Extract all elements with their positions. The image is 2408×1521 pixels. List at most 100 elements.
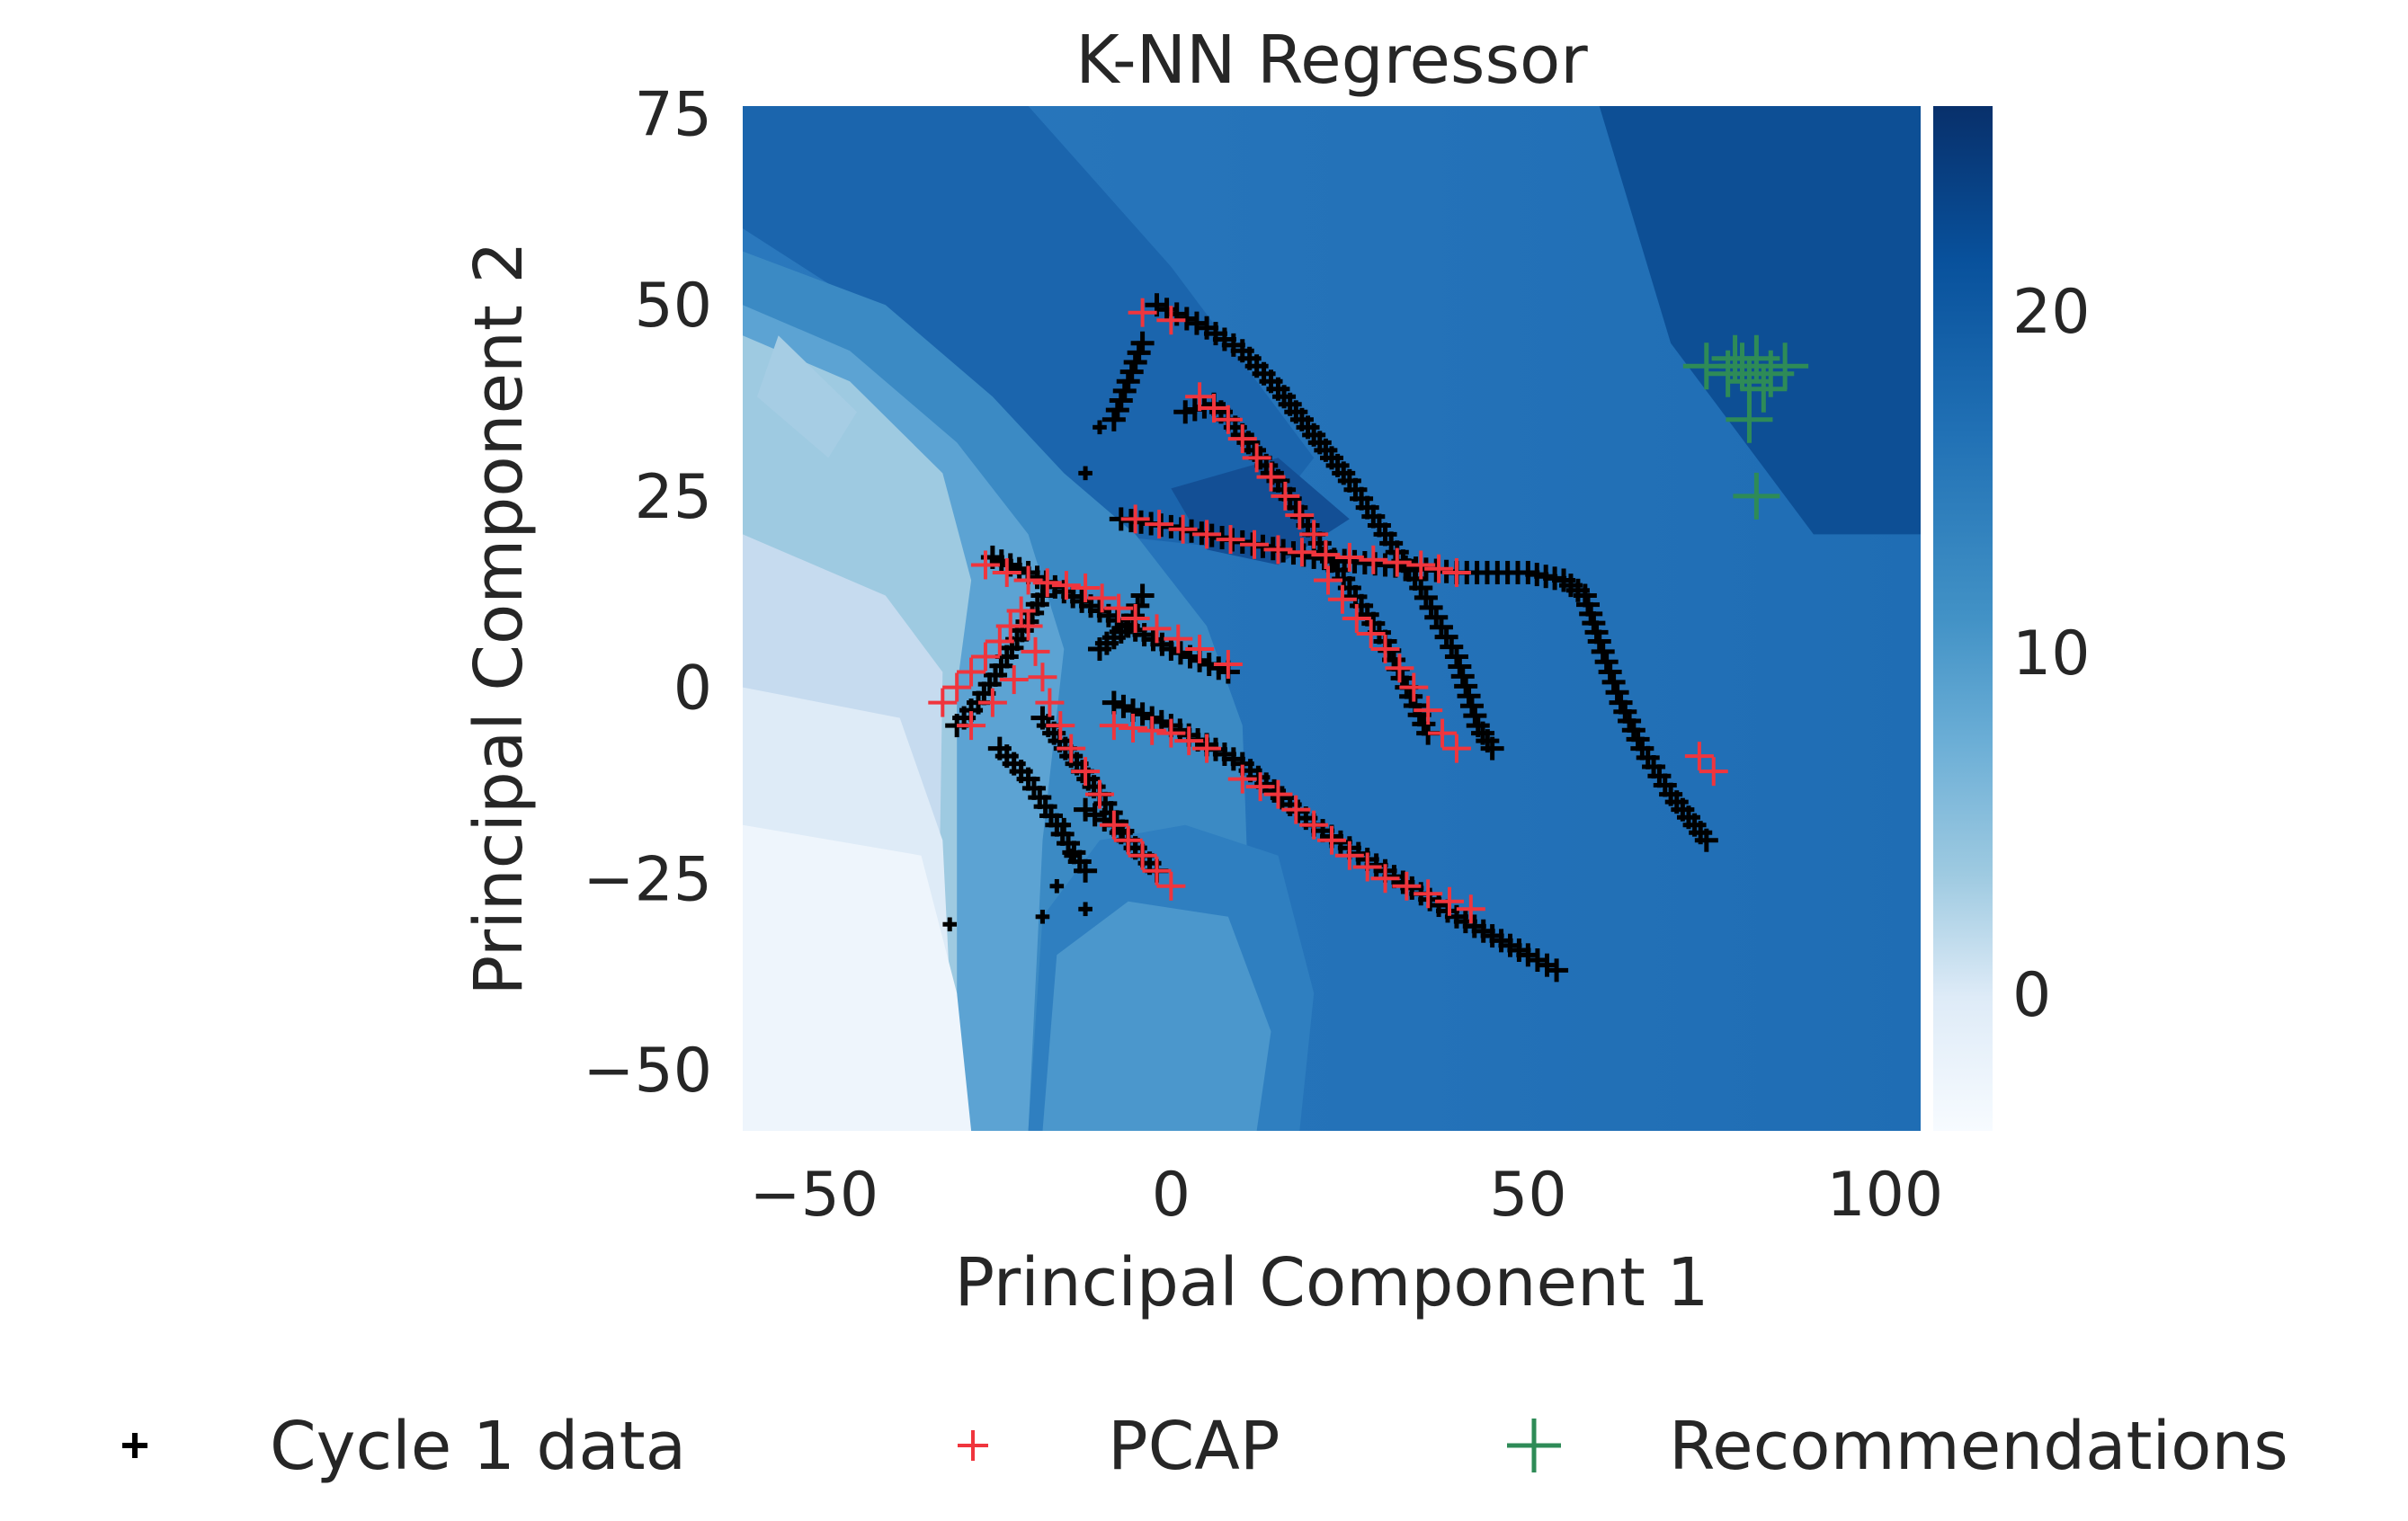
data-point xyxy=(1185,635,1215,664)
data-point xyxy=(1392,871,1422,901)
colorbar: 0 10 20 xyxy=(1933,106,2091,1131)
data-point xyxy=(1299,810,1329,840)
data-point xyxy=(1093,420,1107,435)
x-axis-label: Principal Component 1 xyxy=(954,1244,1708,1321)
data-point xyxy=(1352,852,1382,882)
data-point xyxy=(1164,624,1193,654)
x-tick-label: 50 xyxy=(1489,1160,1567,1231)
data-point xyxy=(1104,593,1134,623)
data-point xyxy=(1281,795,1311,824)
data-point xyxy=(1071,573,1101,602)
data-point xyxy=(1591,639,1615,663)
data-point xyxy=(1156,718,1186,748)
data-point xyxy=(970,642,1000,672)
data-point xyxy=(957,657,986,687)
data-point xyxy=(1137,716,1167,745)
data-point xyxy=(1049,878,1065,894)
data-point xyxy=(985,627,1014,656)
data-point xyxy=(1545,958,1569,983)
x-tick-label: 0 xyxy=(1152,1160,1191,1231)
data-point xyxy=(1099,810,1128,840)
data-point xyxy=(1078,902,1093,917)
data-point xyxy=(1119,713,1148,743)
data-point xyxy=(1145,510,1174,539)
legend: Cycle 1 data PCAP Recommendations xyxy=(122,1408,2288,1485)
y-tick-label: 0 xyxy=(673,654,712,725)
data-point xyxy=(1216,525,1245,555)
data-point xyxy=(1120,504,1150,534)
data-point xyxy=(1594,650,1619,674)
data-point xyxy=(1263,535,1293,565)
colorbar-gradient xyxy=(1933,106,1993,1131)
data-point xyxy=(1441,557,1471,587)
colorbar-tick-label: 20 xyxy=(2012,277,2091,348)
data-point xyxy=(1046,711,1075,741)
data-point xyxy=(1342,604,1371,633)
data-point xyxy=(1213,650,1243,680)
data-point xyxy=(1370,864,1400,894)
x-tick-label: 100 xyxy=(1826,1160,1943,1231)
data-point xyxy=(1130,583,1155,608)
data-point xyxy=(1480,736,1504,760)
data-point xyxy=(1130,331,1155,355)
legend-item: PCAP xyxy=(958,1408,1280,1485)
data-point xyxy=(1156,306,1186,335)
data-point xyxy=(1271,481,1300,511)
data-point xyxy=(1057,734,1086,763)
plot-area xyxy=(743,106,1921,1131)
y-tick-label: 75 xyxy=(634,80,712,151)
data-point xyxy=(1256,462,1286,492)
series-recommendations xyxy=(1682,334,1809,520)
y-tick-label: 50 xyxy=(634,271,712,342)
y-axis-label: Principal Component 2 xyxy=(460,241,538,995)
x-axis-ticks: −50 0 50 100 xyxy=(750,1160,1944,1231)
data-point xyxy=(1064,848,1079,863)
data-point xyxy=(1285,501,1315,530)
chart-title: K-NN Regressor xyxy=(1075,22,1588,99)
data-point xyxy=(1078,466,1093,481)
data-point xyxy=(1021,636,1050,666)
data-point xyxy=(1587,629,1611,654)
contour-region xyxy=(1599,106,1921,535)
colorbar-ticks: 0 10 20 xyxy=(2012,277,2091,1031)
data-point xyxy=(1334,542,1364,572)
data-point xyxy=(1311,540,1341,570)
data-point xyxy=(928,688,958,717)
legend-item: Cycle 1 data xyxy=(122,1408,686,1485)
data-point xyxy=(1013,565,1043,595)
data-point xyxy=(1317,825,1346,855)
colorbar-tick-label: 0 xyxy=(2012,960,2051,1031)
data-point xyxy=(942,672,972,702)
data-point xyxy=(1168,514,1198,544)
data-point xyxy=(1287,538,1316,567)
legend-marker xyxy=(1507,1419,1561,1472)
data-point xyxy=(1406,550,1436,580)
series-pcap xyxy=(928,298,1728,924)
data-point xyxy=(1071,757,1101,787)
data-point xyxy=(1334,841,1364,870)
data-point xyxy=(1051,571,1081,600)
data-point xyxy=(1084,779,1114,809)
data-point xyxy=(1694,828,1718,852)
prediction-contours xyxy=(743,106,1921,1131)
colorbar-tick-label: 10 xyxy=(2012,618,2091,689)
data-point xyxy=(1263,779,1293,809)
legend-label: Cycle 1 data xyxy=(270,1408,686,1485)
data-point xyxy=(1314,565,1343,595)
data-point xyxy=(1128,841,1157,870)
data-point xyxy=(1185,382,1215,412)
data-point xyxy=(1370,635,1400,664)
data-point xyxy=(1435,886,1464,916)
data-point xyxy=(1399,672,1429,702)
y-axis-ticks: 75 50 25 0 −25 −50 xyxy=(583,80,712,1107)
y-tick-label: 25 xyxy=(634,462,712,533)
y-tick-label: −25 xyxy=(583,844,712,915)
data-point xyxy=(1142,614,1172,644)
data-point xyxy=(1156,871,1186,901)
data-point xyxy=(1356,619,1386,649)
data-point xyxy=(1424,554,1454,583)
data-point xyxy=(977,688,1007,717)
legend-label: Recommendations xyxy=(1669,1408,2288,1485)
contour-region xyxy=(1042,901,1271,1131)
data-point xyxy=(942,917,958,932)
